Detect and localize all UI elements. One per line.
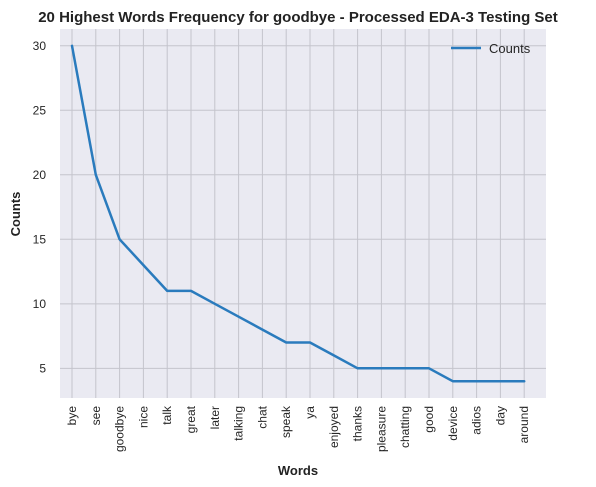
x-tick-label: enjoyed <box>327 406 341 448</box>
x-tick-label: great <box>184 405 198 433</box>
y-tick-label: 15 <box>33 232 47 246</box>
series-layer <box>70 44 526 383</box>
x-tick-label: later <box>208 406 222 429</box>
chart-title: 20 Highest Words Frequency for goodbye -… <box>38 9 558 26</box>
x-axis-label: Words <box>278 463 318 478</box>
x-tick-label: talking <box>232 406 246 441</box>
x-tick-label: nice <box>136 406 150 428</box>
legend: Counts <box>451 41 531 56</box>
x-tick-label: adios <box>470 406 484 435</box>
x-tick-label: device <box>446 406 460 441</box>
x-tick-label: chat <box>255 405 269 428</box>
y-tick-label: 5 <box>39 361 46 375</box>
y-tick-label: 10 <box>33 297 47 311</box>
legend-label-counts: Counts <box>489 41 531 56</box>
x-tick-label: pleasure <box>374 406 388 452</box>
grid-lines <box>60 29 546 398</box>
y-axis-ticks: 5 10 15 20 25 30 <box>33 39 47 376</box>
x-tick-label: goodbye <box>113 406 127 452</box>
x-tick-label: talk <box>160 405 174 425</box>
x-tick-label: speak <box>279 405 293 438</box>
plot-area <box>60 29 546 398</box>
y-tick-label: 20 <box>33 168 47 182</box>
x-tick-label: ya <box>303 406 317 419</box>
x-tick-label: chatting <box>398 406 412 448</box>
x-tick-label: around <box>517 406 531 443</box>
x-tick-label: see <box>89 406 103 426</box>
x-tick-label: thanks <box>351 406 365 441</box>
x-tick-label: day <box>493 406 507 425</box>
x-tick-label: bye <box>65 406 79 426</box>
y-tick-label: 25 <box>33 103 47 117</box>
x-tick-label: good <box>422 406 436 433</box>
y-tick-label: 30 <box>33 39 47 53</box>
series-line-counts <box>70 44 526 383</box>
x-axis-ticks: bye see goodbye nice talk great later talking ch… <box>65 405 531 452</box>
y-axis-label: Counts <box>8 192 23 237</box>
